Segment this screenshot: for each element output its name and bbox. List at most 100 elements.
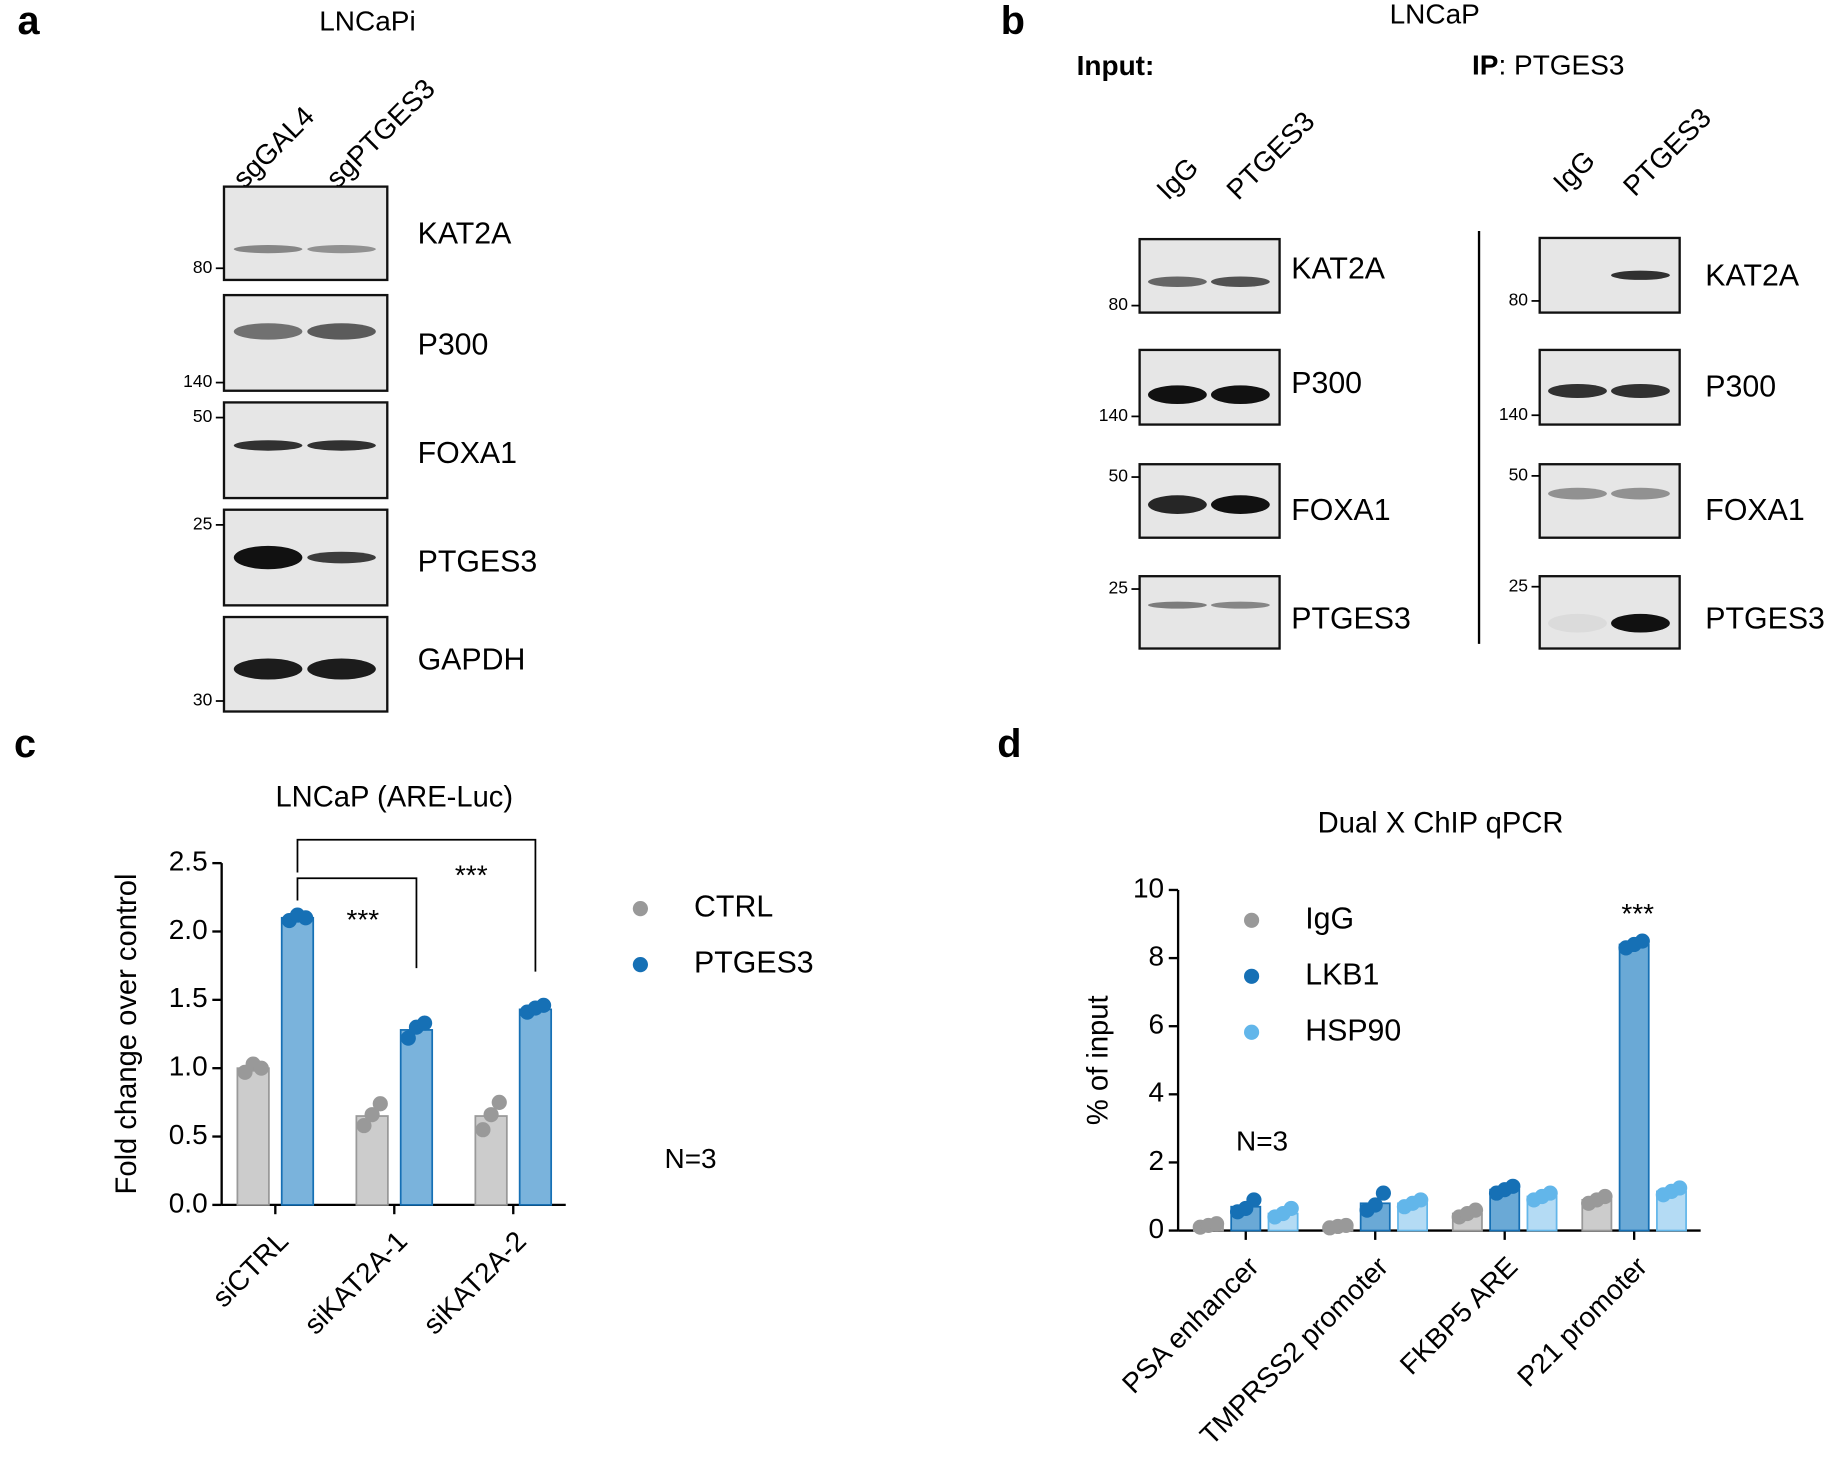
panel-label: a (18, 0, 41, 43)
band (1148, 276, 1207, 287)
bar (399, 1029, 434, 1206)
band (1148, 601, 1207, 609)
marker-label: 25 (193, 514, 212, 534)
y-tick-label: 1.5 (169, 982, 208, 1013)
band (1548, 383, 1607, 398)
annotation: *** (1621, 898, 1654, 929)
blot-label: P300 (1291, 367, 1362, 400)
blot-label: FOXA1 (1705, 494, 1804, 527)
legend-label: LKB1 (1305, 958, 1379, 991)
band (1548, 487, 1607, 500)
y-axis-label: % of input (1083, 995, 1115, 1125)
section-heading: IP: PTGES3 (1472, 50, 1624, 81)
blot-label: P300 (1705, 370, 1776, 403)
data-point (1283, 1200, 1299, 1216)
y-tick-label: 8 (1149, 940, 1165, 971)
lane-label: sgPTGES3 (320, 73, 441, 194)
bar (280, 916, 315, 1206)
band (1611, 613, 1670, 633)
marker-label: 30 (193, 690, 213, 710)
x-tick-label: siKAT2A-2 (417, 1225, 532, 1340)
band (233, 658, 303, 680)
bar (1618, 943, 1650, 1232)
bracket (296, 838, 537, 972)
blot (222, 185, 389, 282)
x-tick-label: FKBP5 ARE (1394, 1251, 1524, 1381)
data-point (1505, 1178, 1521, 1194)
legend-label: PTGES3 (694, 947, 814, 980)
blot-label: PTGES3 (1705, 603, 1825, 636)
band (307, 440, 376, 451)
heading-bold: IP (1472, 50, 1498, 81)
data-point (1542, 1185, 1558, 1201)
band (1611, 270, 1670, 280)
band (307, 658, 376, 680)
y-tick-label: 0.5 (169, 1119, 208, 1150)
blot-label: KAT2A (1291, 253, 1386, 286)
blot-label: GAPDH (418, 643, 526, 676)
marker-label: 80 (193, 257, 213, 277)
band (1611, 487, 1670, 500)
blot-label: FOXA1 (418, 437, 517, 470)
legend-marker (1244, 912, 1260, 928)
blot (222, 293, 389, 392)
data-point (356, 1118, 372, 1134)
panel-label: b (1001, 0, 1025, 43)
data-point (536, 997, 552, 1013)
y-tick-label: 10 (1133, 872, 1164, 903)
blot (1538, 575, 1681, 650)
marker-label: 50 (1509, 465, 1529, 485)
chart-title: Dual X ChIP qPCR (1318, 807, 1564, 839)
x-tick-label: P21 promoter (1511, 1251, 1653, 1393)
blot-label: FOXA1 (1291, 494, 1390, 527)
blot-label: P300 (418, 328, 489, 361)
marker-label: 140 (183, 371, 212, 391)
y-tick-label: 4 (1149, 1077, 1165, 1108)
marker-label: 80 (1108, 294, 1128, 314)
annotation: *** (346, 904, 379, 935)
band (1148, 385, 1207, 405)
legend-marker (1244, 1024, 1260, 1040)
y-tick-label: 2.5 (169, 846, 208, 877)
marker-label: 140 (1499, 404, 1528, 424)
y-tick-label: 6 (1149, 1009, 1165, 1040)
bar (518, 1008, 553, 1206)
marker-label: 80 (1509, 290, 1529, 310)
blot (222, 401, 389, 500)
y-tick-label: 2 (1149, 1145, 1165, 1176)
data-point (491, 1094, 507, 1110)
data-point (400, 1030, 416, 1046)
y-axis-label: Fold change over control (111, 874, 143, 1195)
marker-label: 25 (1509, 575, 1528, 595)
data-point (253, 1060, 269, 1076)
data-point (1467, 1202, 1484, 1218)
band (233, 245, 303, 254)
data-point (1338, 1217, 1354, 1234)
annotation: *** (455, 860, 488, 891)
band (1210, 601, 1270, 609)
blot (1138, 575, 1281, 650)
legend-label: IgG (1305, 902, 1354, 935)
lane-label: PTGES3 (1617, 102, 1717, 202)
data-point (298, 910, 314, 926)
bracket (296, 877, 418, 969)
section-heading: Input: (1077, 50, 1155, 81)
blot-label: KAT2A (418, 218, 513, 251)
data-point (1246, 1192, 1262, 1208)
band (1148, 495, 1207, 514)
blot-label: PTGES3 (1291, 603, 1411, 636)
heading-rest: : PTGES3 (1498, 50, 1624, 81)
data-point (1375, 1185, 1391, 1201)
marker-label: 140 (1099, 405, 1128, 425)
x-tick-label: PSA enhancer (1116, 1251, 1264, 1399)
panel-label: c (14, 722, 36, 766)
y-tick-label: 0.0 (169, 1187, 208, 1218)
band (1210, 385, 1270, 405)
band (307, 323, 376, 340)
legend-marker (632, 957, 648, 973)
x-tick-label: siKAT2A-1 (298, 1225, 413, 1340)
bar (474, 1115, 508, 1206)
blot-label: PTGES3 (418, 545, 538, 578)
panel-title: LNCaP (1390, 0, 1480, 30)
